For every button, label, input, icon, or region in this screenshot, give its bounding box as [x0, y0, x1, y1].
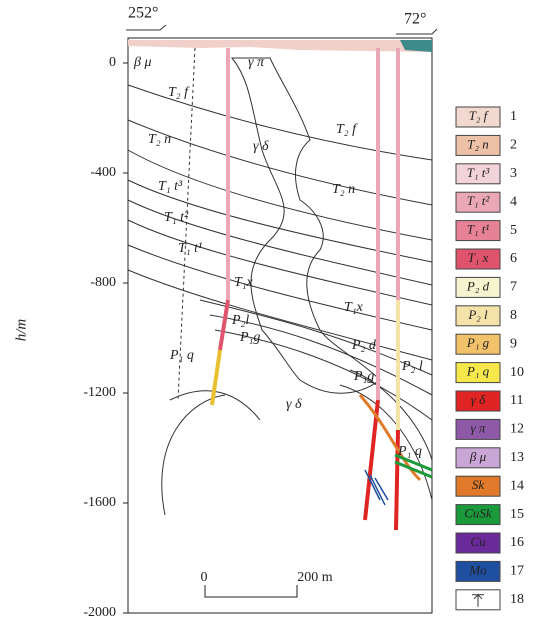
legend-number: 7: [510, 280, 517, 295]
legend-number: 18: [510, 592, 524, 607]
section-label: T₁x: [234, 275, 254, 290]
section-label: P₁ q: [397, 444, 422, 459]
tick-label: 0: [109, 55, 116, 70]
legend-number: 3: [510, 166, 517, 181]
legend-number: 14: [510, 478, 524, 493]
section-label: T₂ f: [168, 85, 190, 100]
surface-layer: [128, 40, 432, 52]
legend-label: β μ: [469, 449, 487, 464]
section-label: P₂ l: [401, 359, 423, 374]
tick-label: -800: [90, 275, 116, 290]
scale-end: 200 m: [297, 570, 333, 585]
section-label: T₁ t¹: [178, 241, 202, 256]
section-label: T₂ n: [332, 182, 355, 197]
legend-label: T₁ t³: [467, 165, 491, 180]
legend-number: 9: [510, 336, 517, 351]
scale-start: 0: [201, 570, 208, 585]
legend-label: Cu: [470, 534, 486, 549]
section-label: P₁g: [353, 369, 374, 384]
section-label: γ π: [248, 55, 265, 70]
section-label: P₁g: [239, 330, 260, 345]
tick-label: -1200: [83, 385, 116, 400]
scale-bar: [205, 585, 297, 597]
frame: [128, 38, 432, 613]
section-label: T₁ t²: [164, 210, 189, 225]
tick-label: -400: [90, 165, 116, 180]
legend-label: P₁ g: [466, 335, 490, 350]
legend-label: T₂ n: [467, 136, 489, 151]
section-label: T₂ f: [336, 122, 358, 137]
direction-right: 72°: [404, 11, 426, 28]
arrow-left: [126, 25, 166, 30]
direction-left: 252°: [128, 5, 158, 22]
legend-label: T₁ t²: [467, 193, 491, 208]
legend-label: Mo: [468, 562, 487, 577]
section-label: β μ: [133, 55, 152, 70]
legend-label: P₂ l: [467, 307, 488, 322]
legend-label: T₁ t¹: [467, 222, 490, 237]
legend-number: 5: [510, 223, 517, 238]
legend-number: 17: [510, 564, 524, 579]
drill-holes: [178, 48, 432, 530]
legend-number: 11: [510, 393, 523, 408]
section-label: P₂ d: [351, 338, 377, 353]
section-label: T₂ n: [148, 132, 171, 147]
legend-label: Sk: [472, 477, 485, 492]
section-label: T₁x: [344, 300, 364, 315]
legend-number: 15: [510, 507, 524, 522]
section-label: P₁ q: [169, 348, 194, 363]
tick-label: -2000: [83, 605, 116, 620]
tick-label: -1600: [83, 495, 116, 510]
section-label: γ δ: [253, 139, 269, 154]
legend-label: P₂ d: [466, 278, 490, 293]
legend-number: 2: [510, 138, 517, 153]
legend-number: 10: [510, 365, 524, 380]
axis-label: h/m: [13, 319, 29, 342]
legend-number: 8: [510, 308, 517, 323]
strata: [128, 85, 432, 515]
legend-label: T₂ f: [469, 108, 490, 123]
legend-number: 13: [510, 450, 524, 465]
legend-label: CuSk: [464, 506, 492, 521]
legend-number: 16: [510, 535, 524, 550]
legend-label: γ π: [471, 420, 486, 435]
section-label: γ δ: [286, 397, 302, 412]
legend-number: 4: [510, 194, 517, 209]
legend-label: P₁ q: [466, 364, 490, 379]
section-label: T₁ t³: [158, 179, 183, 194]
legend-number: 1: [510, 109, 517, 124]
legend-label: γ δ: [471, 392, 486, 407]
arrow-right: [396, 29, 437, 34]
section-figure: 252° 72° h/m: [0, 0, 546, 625]
section-label: P₂l: [231, 313, 249, 328]
legend-number: 6: [510, 251, 517, 266]
legend-label: T₁ x: [468, 250, 489, 265]
legend-number: 12: [510, 422, 524, 437]
